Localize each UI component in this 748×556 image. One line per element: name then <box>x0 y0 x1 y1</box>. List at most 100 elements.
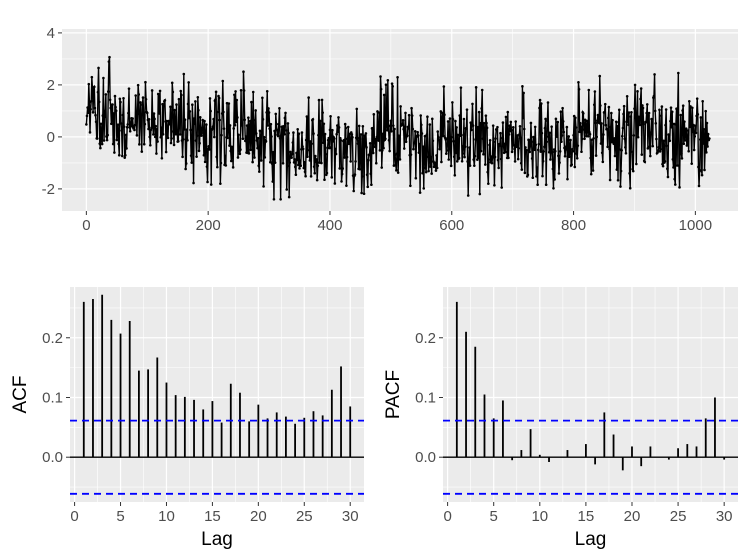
data-point <box>666 175 670 179</box>
data-point <box>575 157 579 160</box>
data-point <box>449 164 453 168</box>
data-point <box>664 108 668 111</box>
data-point <box>504 150 507 154</box>
data-point <box>418 191 422 194</box>
data-point <box>703 148 707 152</box>
data-point <box>341 167 345 170</box>
data-point <box>443 113 446 117</box>
data-point <box>343 122 347 126</box>
data-point <box>473 164 476 167</box>
data-point <box>381 132 385 136</box>
data-point <box>538 106 541 110</box>
data-point <box>560 134 564 137</box>
data-point <box>385 129 389 132</box>
data-point <box>109 106 113 110</box>
data-point <box>695 97 699 100</box>
data-point <box>409 153 413 156</box>
data-point <box>513 160 517 163</box>
data-point <box>270 162 274 165</box>
data-point <box>390 82 394 85</box>
data-point <box>114 109 118 113</box>
data-point <box>177 139 180 143</box>
data-point <box>171 90 175 94</box>
data-point <box>271 180 275 183</box>
data-point <box>545 140 549 144</box>
data-point <box>683 139 687 142</box>
data-point <box>256 136 260 140</box>
data-point <box>299 164 303 168</box>
data-point <box>639 87 643 90</box>
data-point <box>425 133 429 137</box>
data-point <box>112 112 116 115</box>
data-point <box>446 120 450 123</box>
data-point <box>689 105 692 108</box>
data-point <box>698 138 702 141</box>
data-point <box>672 166 675 169</box>
data-point <box>189 128 192 132</box>
data-point <box>655 137 658 141</box>
data-point <box>393 127 396 131</box>
data-point <box>611 118 614 122</box>
data-point <box>251 90 255 94</box>
data-point <box>681 104 685 107</box>
data-point <box>501 136 504 140</box>
data-point <box>321 141 325 145</box>
data-point <box>296 127 299 131</box>
data-point <box>101 114 105 117</box>
data-point <box>616 124 619 128</box>
data-point <box>310 142 313 146</box>
data-point <box>350 133 354 136</box>
data-point <box>226 124 230 127</box>
data-point <box>304 138 308 142</box>
data-point <box>503 142 507 146</box>
data-point <box>633 83 637 87</box>
data-point <box>429 155 433 159</box>
data-point <box>85 114 89 118</box>
data-point <box>472 158 475 161</box>
data-point <box>368 153 371 157</box>
data-point <box>430 117 434 121</box>
data-point <box>550 125 553 128</box>
data-point <box>309 175 313 178</box>
data-point <box>329 114 332 118</box>
data-point <box>133 123 137 127</box>
data-point <box>694 124 697 128</box>
data-point <box>514 120 518 123</box>
data-point <box>272 150 275 154</box>
data-point <box>244 139 247 143</box>
data-point <box>574 126 578 129</box>
data-point <box>104 93 108 96</box>
data-point <box>356 142 360 145</box>
data-point <box>268 160 272 164</box>
data-point <box>305 115 309 118</box>
data-point <box>682 142 686 146</box>
data-point <box>94 120 98 124</box>
data-point <box>582 128 586 131</box>
data-point <box>630 150 634 154</box>
data-point <box>463 145 467 148</box>
data-point <box>554 117 558 121</box>
x-tick-label: 1000 <box>679 217 712 234</box>
data-point <box>326 138 330 142</box>
data-point <box>387 138 391 142</box>
data-point <box>454 119 457 123</box>
data-point <box>506 110 510 114</box>
data-point <box>507 133 511 136</box>
data-point <box>414 176 418 180</box>
data-point <box>193 122 197 126</box>
data-point <box>353 173 357 176</box>
data-point <box>160 156 164 160</box>
data-point <box>491 155 494 159</box>
series-points <box>85 55 711 201</box>
series-line <box>85 57 711 200</box>
data-point <box>125 125 129 129</box>
data-point <box>536 183 539 186</box>
data-point <box>592 137 595 140</box>
plot-background <box>70 287 364 502</box>
data-point <box>315 158 318 161</box>
x-tick-label: 15 <box>204 508 221 525</box>
data-point <box>325 171 329 175</box>
data-point <box>421 171 424 175</box>
data-point <box>220 133 223 137</box>
data-point <box>184 162 188 165</box>
